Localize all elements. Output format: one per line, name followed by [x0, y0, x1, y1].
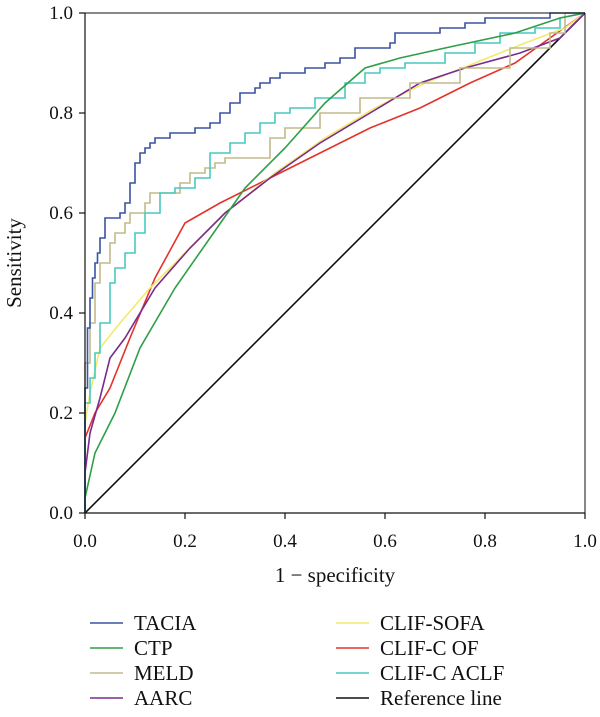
y-tick-label: 0.8 [49, 103, 73, 124]
y-axis-label: Sensitivity [2, 218, 26, 308]
x-axis-label: 1 − specificity [275, 563, 396, 587]
legend-label-meld: MELD [134, 661, 194, 685]
axes: 0.00.0 0.2 0.2 0.4 0.4 0.6 0.6 0.8 0.8 1.0 1.0 [49, 3, 597, 552]
x-tick-label: 0.8 [473, 531, 497, 552]
legend-label-clif-sofa: CLIF-SOFA [380, 611, 485, 635]
legend-label-reference-line: Reference line [380, 686, 502, 710]
x-tick-label: 0.6 [373, 531, 397, 552]
series-line-clif-c-aclf [84, 12, 586, 513]
x-tick-label: 1.0 [573, 531, 597, 552]
series-line-tacia [84, 12, 585, 513]
y-tick-label: 0.2 [49, 403, 73, 424]
y-tick-label: 0.0 [49, 503, 73, 524]
x-tick-label: 0.0 [73, 531, 97, 552]
y-tick-label: 1.0 [49, 3, 73, 24]
x-tick-label: 0.4 [273, 531, 297, 552]
series-line-meld [84, 12, 585, 513]
legend-label-ctp: CTP [134, 636, 173, 660]
x-tick-label: 0.2 [173, 531, 197, 552]
y-tick-label: 0.4 [49, 303, 73, 324]
series-line-aarc [84, 12, 586, 513]
series-line-clif-c-of [84, 12, 586, 513]
legend-label-tacia: TACIA [134, 611, 197, 635]
legend-label-aarc: AARC [134, 686, 192, 710]
legend-label-clif-c-of: CLIF-C OF [380, 636, 479, 660]
roc-curves [84, 12, 586, 514]
series-line-reference-line [84, 12, 586, 514]
series-line-ctp [84, 12, 586, 513]
y-tick-label: 0.6 [49, 203, 73, 224]
legend-label-clif-c-aclf: CLIF-C ACLF [380, 661, 504, 685]
